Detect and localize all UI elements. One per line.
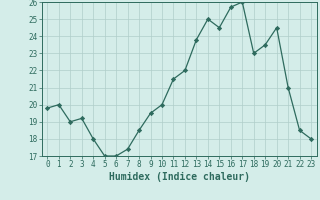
X-axis label: Humidex (Indice chaleur): Humidex (Indice chaleur) <box>109 172 250 182</box>
